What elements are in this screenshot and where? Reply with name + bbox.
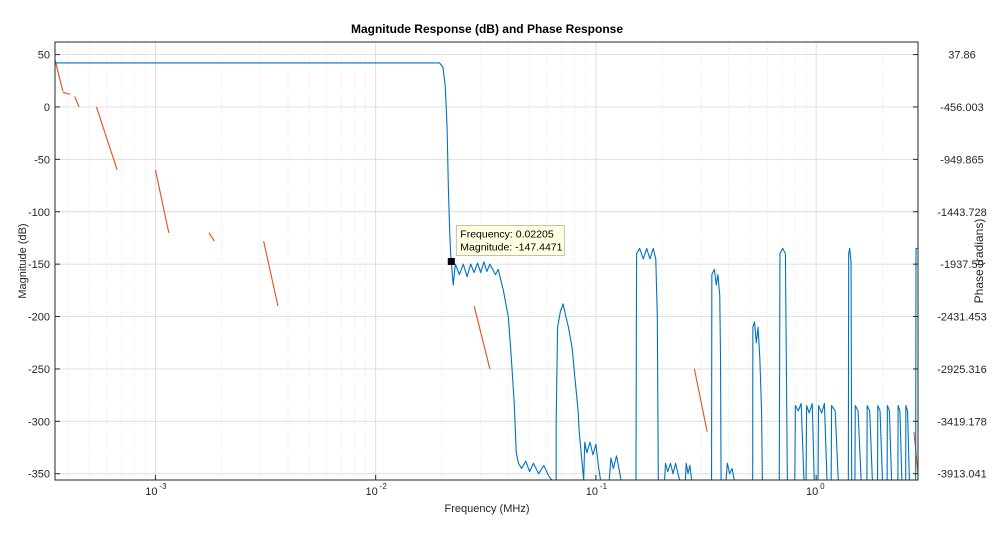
- left-tick-label: -300: [28, 416, 50, 428]
- right-tick-label: -1937.59: [940, 259, 983, 271]
- right-tick-label: -2925.316: [937, 364, 987, 376]
- x-tick-label: 10: [145, 486, 157, 498]
- x-tick-label: 10: [366, 486, 378, 498]
- datatip-frequency: Frequency: 0.02205: [460, 228, 554, 240]
- phase-series-segment: [473, 305, 491, 370]
- right-axis: 37.86 -456.003 -949.865 -1443.728 -1937.59 -2…: [913, 50, 987, 481]
- left-tick-label: 50: [38, 50, 50, 62]
- x-axis-label: Frequency (MHz): [445, 503, 530, 515]
- right-tick-label: -3913.041: [937, 469, 987, 481]
- phase-series-segment: [693, 368, 708, 432]
- left-tick-label: -350: [28, 469, 50, 481]
- right-tick-label: -949.865: [940, 154, 983, 166]
- left-tick-label: -50: [34, 154, 50, 166]
- phase-series-segment: [263, 240, 279, 307]
- x-tick-label: 10: [806, 486, 818, 498]
- plot-frame: [54, 41, 919, 481]
- left-axis-label: Magnitude (dB): [17, 223, 29, 298]
- x-tick-label: 10: [586, 486, 598, 498]
- right-axis-label: Phase (radians): [972, 219, 986, 304]
- chart-title: Magnitude Response (dB) and Phase Respon…: [351, 22, 623, 36]
- right-tick-label: -2431.453: [937, 312, 987, 324]
- phase-series-segment: [208, 232, 215, 242]
- left-tick-label: -200: [28, 312, 50, 324]
- x-tick-exponent: -1: [600, 482, 608, 491]
- datatip-magnitude: Magnitude: -147.4471: [460, 241, 562, 253]
- left-tick-label: 0: [44, 102, 50, 114]
- phase-series-segment: [74, 96, 80, 108]
- right-tick-label: -456.003: [940, 102, 983, 114]
- left-tick-label: -150: [28, 259, 50, 271]
- plot-area: [55, 42, 918, 480]
- left-tick-label: -250: [28, 364, 50, 376]
- right-tick-label: -1443.728: [937, 207, 987, 219]
- phase-series-segment: [54, 59, 64, 92]
- phase-series-segment: [62, 91, 71, 95]
- left-axis: 50 0 -50 -100 -150 -200 -250 -300 -350: [28, 50, 60, 481]
- x-tick-exponent: -3: [159, 482, 167, 491]
- phase-series-segment: [95, 106, 118, 171]
- x-axis: 10 -3 10 -2 10 -1 10 0: [145, 475, 825, 498]
- datatip-box: [455, 225, 565, 256]
- datatip[interactable]: Frequency: 0.02205 Magnitude: -147.4471: [447, 225, 565, 265]
- x-tick-exponent: 0: [820, 482, 825, 491]
- x-tick-exponent: -2: [380, 482, 388, 491]
- phase-layer: [54, 59, 919, 474]
- grid-layer: [55, 42, 918, 480]
- right-tick-label: 37.86: [948, 50, 976, 62]
- datatip-marker[interactable]: [447, 257, 455, 265]
- phase-series-segment: [154, 169, 170, 233]
- left-tick-label: -100: [28, 207, 50, 219]
- right-tick-label: -3419.178: [937, 416, 987, 428]
